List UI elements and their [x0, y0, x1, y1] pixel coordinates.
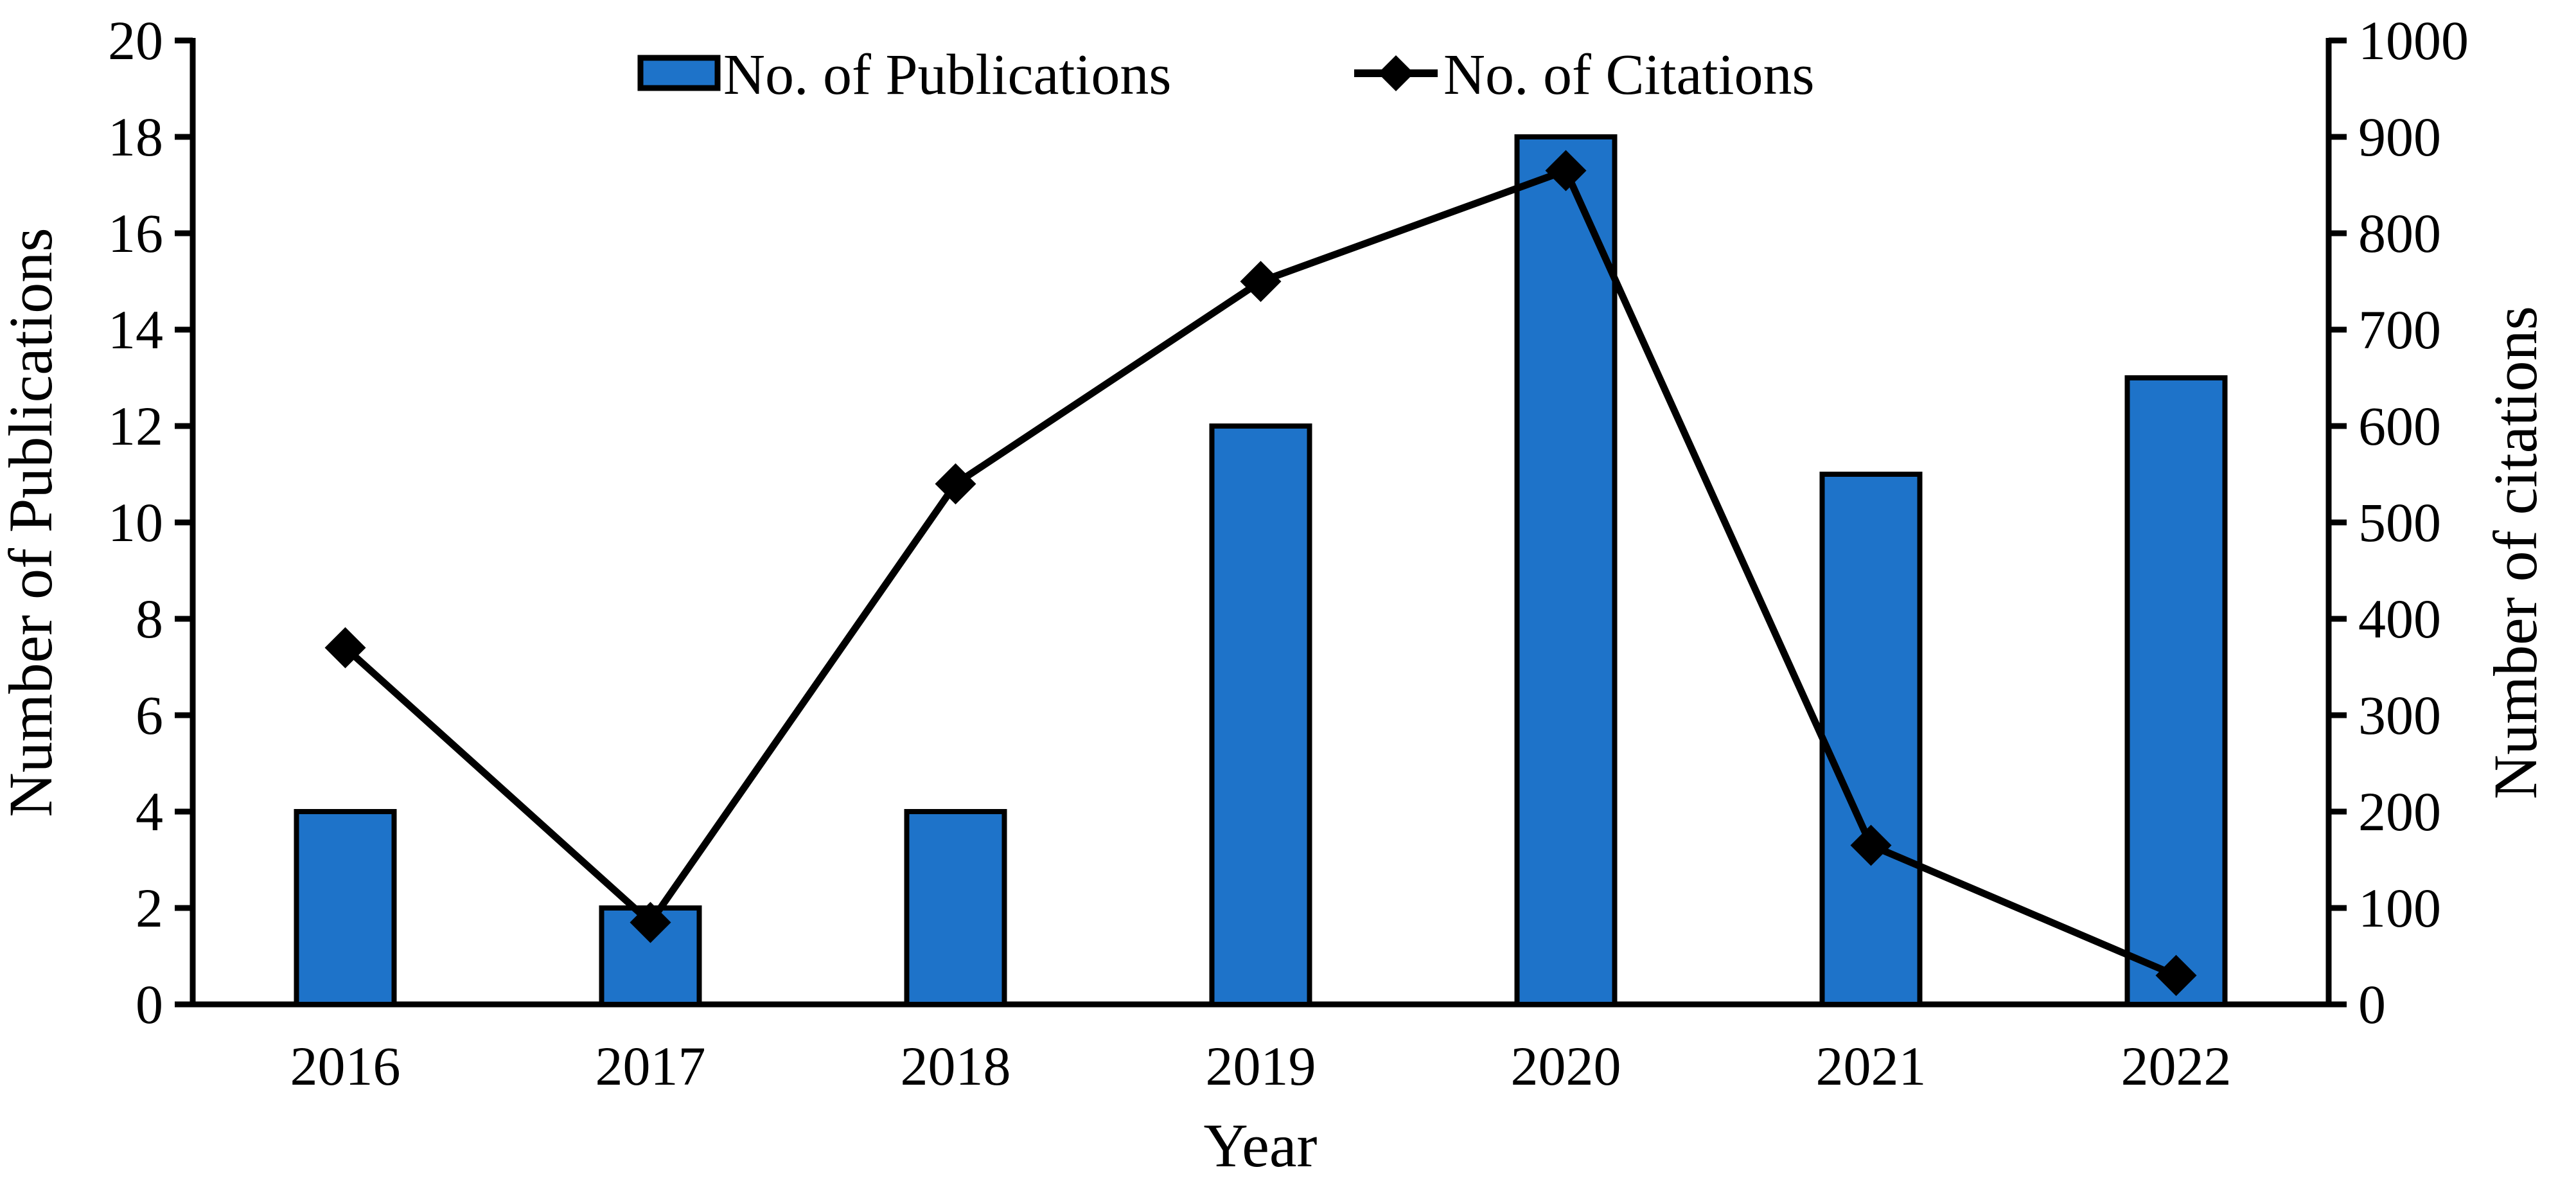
- publications-bar-2020: [1514, 134, 1618, 1007]
- left-axis-title: Number of Publications: [0, 227, 65, 817]
- citations-diamond-marker-2016: [324, 627, 366, 668]
- citations-diamond-marker-2019: [1240, 261, 1282, 302]
- publications-bar-2022: [2124, 375, 2228, 1007]
- right-axis-tick-label: 200: [2358, 781, 2441, 842]
- right-axis-tick-label: 0: [2358, 974, 2386, 1035]
- left-axis-tick-label: 20: [108, 10, 163, 71]
- left-axis-tick-label: 6: [136, 684, 163, 746]
- legend-citations-label: No. of Citations: [1443, 43, 1815, 107]
- left-axis-tick-label: 16: [108, 202, 163, 264]
- x-axis-title: Year: [1204, 1111, 1318, 1180]
- publications-bar-2018: [904, 809, 1007, 1007]
- citations-diamond-marker-2018: [935, 463, 976, 504]
- publications-bar-2021: [1819, 472, 1923, 1007]
- right-axis-tick-label: 100: [2358, 877, 2441, 939]
- left-axis-tick-label: 4: [136, 781, 163, 842]
- citations-diamond-marker-2022: [2155, 955, 2197, 996]
- publications-bar-2019: [1209, 423, 1312, 1007]
- x-tick-label-2017: 2017: [595, 1035, 706, 1097]
- x-tick-label-2020: 2020: [1511, 1035, 1621, 1097]
- publications-bars-group: [294, 134, 2228, 1007]
- right-axis-tick-label: 700: [2358, 299, 2441, 360]
- publications-bar-2016: [294, 809, 397, 1007]
- legend-bar-swatch: [637, 55, 721, 91]
- x-tick-label-2016: 2016: [290, 1035, 401, 1097]
- right-axis-tick-label: 600: [2358, 395, 2441, 457]
- legend-publications-label: No. of Publications: [723, 43, 1171, 107]
- left-axis-tick-label: 10: [108, 492, 163, 553]
- x-tick-label-2019: 2019: [1206, 1035, 1316, 1097]
- right-axis-tick-label: 500: [2358, 492, 2441, 553]
- right-axis-tick-label: 300: [2358, 684, 2441, 746]
- x-tick-label-2022: 2022: [2121, 1035, 2232, 1097]
- legend: No. of Publications No. of Citations: [637, 43, 1815, 107]
- citations-diamond-marker-2017: [630, 902, 671, 943]
- left-axis-tick-label: 0: [136, 974, 163, 1035]
- right-axis-tick-label: 800: [2358, 202, 2441, 264]
- x-axis: 2016 2017 2018 2019 2020 2021 2022: [175, 1001, 2347, 1097]
- legend-diamond-icon: [1378, 55, 1414, 91]
- citations-diamond-marker-2021: [1850, 824, 1892, 866]
- left-axis-tick-label: 12: [108, 395, 163, 457]
- left-axis-tick-label: 18: [108, 106, 163, 168]
- x-tick-label-2021: 2021: [1816, 1035, 1927, 1097]
- left-axis-tick-label: 2: [136, 877, 163, 939]
- right-y-axis: 0 100 200 300 400 500 600 700 800 900 1000: [2325, 10, 2469, 1035]
- right-axis-title: Number of citations: [2481, 306, 2550, 799]
- right-axis-tick-label: 900: [2358, 106, 2441, 168]
- left-axis-tick-label: 8: [136, 588, 163, 650]
- right-axis-tick-label: 1000: [2358, 10, 2469, 71]
- left-axis-tick-label: 14: [108, 299, 163, 360]
- right-axis-tick-label: 400: [2358, 588, 2441, 650]
- citations-diamond-marker-2020: [1545, 150, 1587, 191]
- x-tick-label-2018: 2018: [901, 1035, 1011, 1097]
- citations-line-group: [324, 150, 2197, 996]
- left-y-axis: 0 2 4 6 8 10 12 14 16 18 20: [108, 10, 196, 1035]
